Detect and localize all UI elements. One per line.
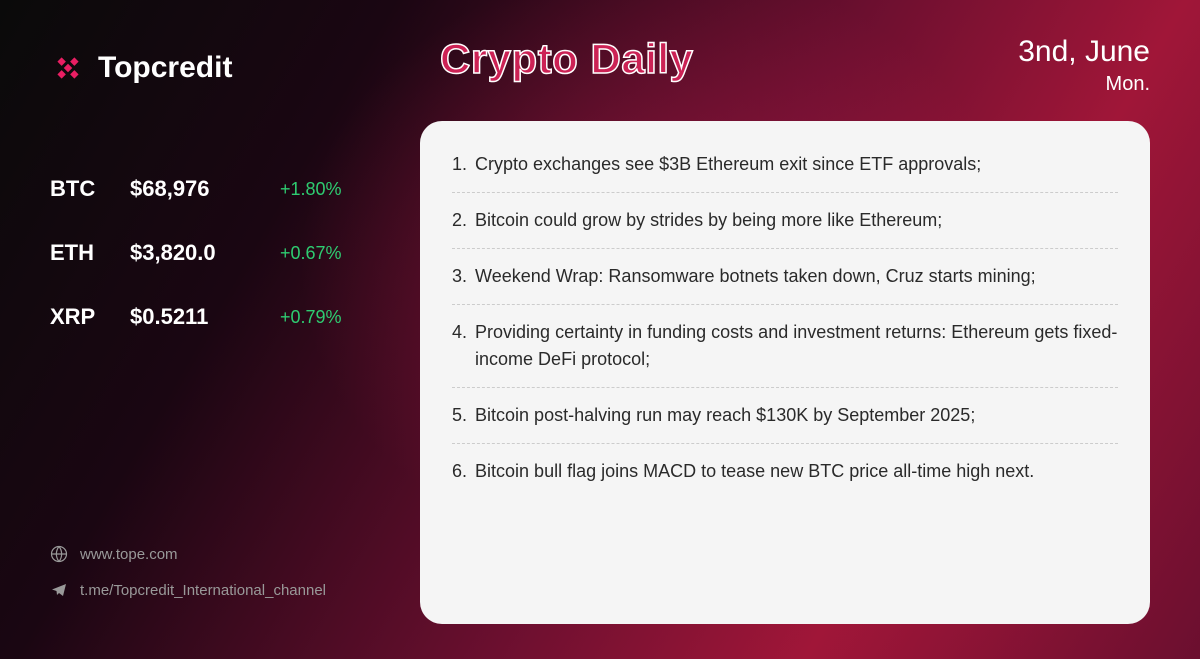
news-item: Crypto exchanges see $3B Ethereum exit s…	[452, 151, 1118, 193]
price-row: XRP $0.5211 +0.79%	[50, 304, 370, 330]
date-block: 3nd, June Mon.	[1018, 35, 1150, 96]
price-change: +0.79%	[280, 307, 342, 328]
price-value: $3,820.0	[130, 240, 260, 266]
website-url: www.tope.com	[80, 546, 178, 563]
page-title: Crypto Daily	[440, 35, 693, 83]
website-link[interactable]: www.tope.com	[50, 545, 370, 563]
weekday-text: Mon.	[1018, 73, 1150, 96]
price-symbol: BTC	[50, 176, 110, 202]
left-sidebar: Topcredit BTC $68,976 +1.80% ETH $3,820.…	[0, 0, 400, 659]
news-item: Bitcoin bull flag joins MACD to tease ne…	[452, 444, 1118, 499]
news-item: Weekend Wrap: Ransomware botnets taken d…	[452, 249, 1118, 305]
date-text: 3nd, June	[1018, 35, 1150, 69]
news-list: Crypto exchanges see $3B Ethereum exit s…	[452, 151, 1118, 499]
footer-links: www.tope.com t.me/Topcredit_Internationa…	[50, 545, 370, 629]
news-item: Providing certainty in funding costs and…	[452, 305, 1118, 388]
news-item: Bitcoin could grow by strides by being m…	[452, 193, 1118, 249]
header-row: Crypto Daily 3nd, June Mon.	[420, 35, 1150, 96]
price-table: BTC $68,976 +1.80% ETH $3,820.0 +0.67% X…	[50, 176, 370, 330]
brand-logo: Topcredit	[50, 50, 370, 86]
logo-icon	[50, 50, 86, 86]
news-item: Bitcoin post-halving run may reach $130K…	[452, 388, 1118, 444]
price-row: BTC $68,976 +1.80%	[50, 176, 370, 202]
news-card: Crypto exchanges see $3B Ethereum exit s…	[420, 121, 1150, 624]
telegram-icon	[50, 581, 68, 599]
price-symbol: ETH	[50, 240, 110, 266]
brand-name: Topcredit	[98, 51, 232, 85]
price-symbol: XRP	[50, 304, 110, 330]
price-change: +1.80%	[280, 179, 342, 200]
globe-icon	[50, 545, 68, 563]
price-change: +0.67%	[280, 243, 342, 264]
price-value: $68,976	[130, 176, 260, 202]
price-row: ETH $3,820.0 +0.67%	[50, 240, 370, 266]
main-content: Crypto Daily 3nd, June Mon. Crypto excha…	[400, 0, 1200, 659]
telegram-url: t.me/Topcredit_International_channel	[80, 582, 326, 599]
telegram-link[interactable]: t.me/Topcredit_International_channel	[50, 581, 370, 599]
price-value: $0.5211	[130, 304, 260, 330]
